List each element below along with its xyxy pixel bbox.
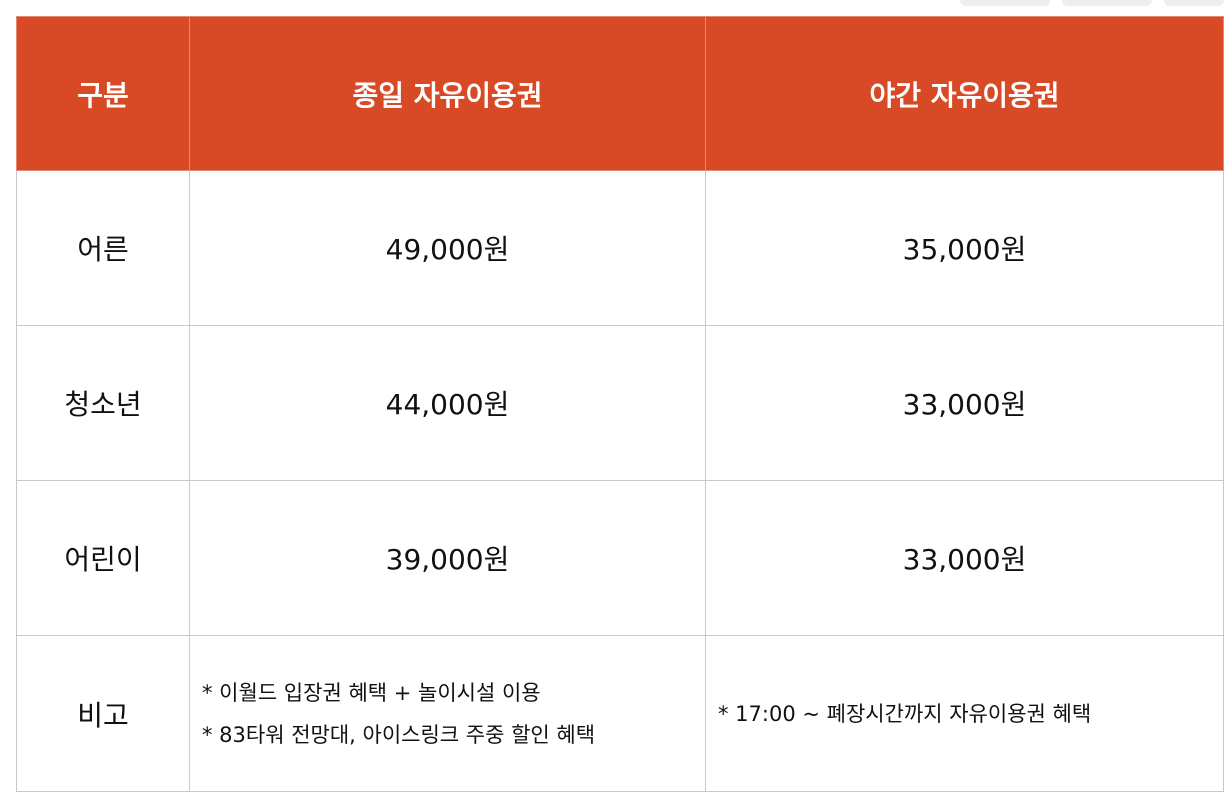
row-label: 어린이: [16, 480, 190, 636]
table-row: 어린이 39,000원 33,000원: [16, 480, 1224, 636]
table-row-notes: 비고 * 이월드 입장권 혜택 + 놀이시설 이용 * 83타워 전망대, 아이…: [16, 635, 1224, 792]
row-label: 청소년: [16, 325, 190, 481]
price-table-container: 구분 종일 자유이용권 야간 자유이용권 어른 49,000원 35,000원 …: [16, 16, 1224, 793]
price-table: 구분 종일 자유이용권 야간 자유이용권 어른 49,000원 35,000원 …: [16, 16, 1224, 792]
day-price: 44,000원: [189, 325, 706, 481]
header-night-pass: 야간 자유이용권: [705, 16, 1224, 171]
notes-label: 비고: [16, 635, 190, 792]
night-price: 33,000원: [705, 480, 1224, 636]
table-header-row: 구분 종일 자유이용권 야간 자유이용권: [16, 16, 1224, 171]
header-category: 구분: [16, 16, 190, 171]
day-price: 39,000원: [189, 480, 706, 636]
top-strip: [0, 0, 1231, 16]
note-line: * 17:00 ~ 폐장시간까지 자유이용권 혜택: [718, 701, 1092, 726]
decor-tab: [1164, 0, 1224, 6]
table-row: 어른 49,000원 35,000원: [16, 170, 1224, 326]
day-notes: * 이월드 입장권 혜택 + 놀이시설 이용 * 83타워 전망대, 아이스링크…: [189, 635, 706, 792]
table-row: 청소년 44,000원 33,000원: [16, 325, 1224, 481]
night-notes: * 17:00 ~ 폐장시간까지 자유이용권 혜택: [705, 635, 1224, 792]
day-price: 49,000원: [189, 170, 706, 326]
header-day-pass: 종일 자유이용권: [189, 16, 706, 171]
night-price: 35,000원: [705, 170, 1224, 326]
note-line: * 이월드 입장권 혜택 + 놀이시설 이용: [202, 680, 541, 705]
decor-tab: [960, 0, 1050, 6]
note-line: * 83타워 전망대, 아이스링크 주중 할인 혜택: [202, 722, 596, 747]
row-label: 어른: [16, 170, 190, 326]
night-price: 33,000원: [705, 325, 1224, 481]
decor-tab: [1062, 0, 1152, 6]
